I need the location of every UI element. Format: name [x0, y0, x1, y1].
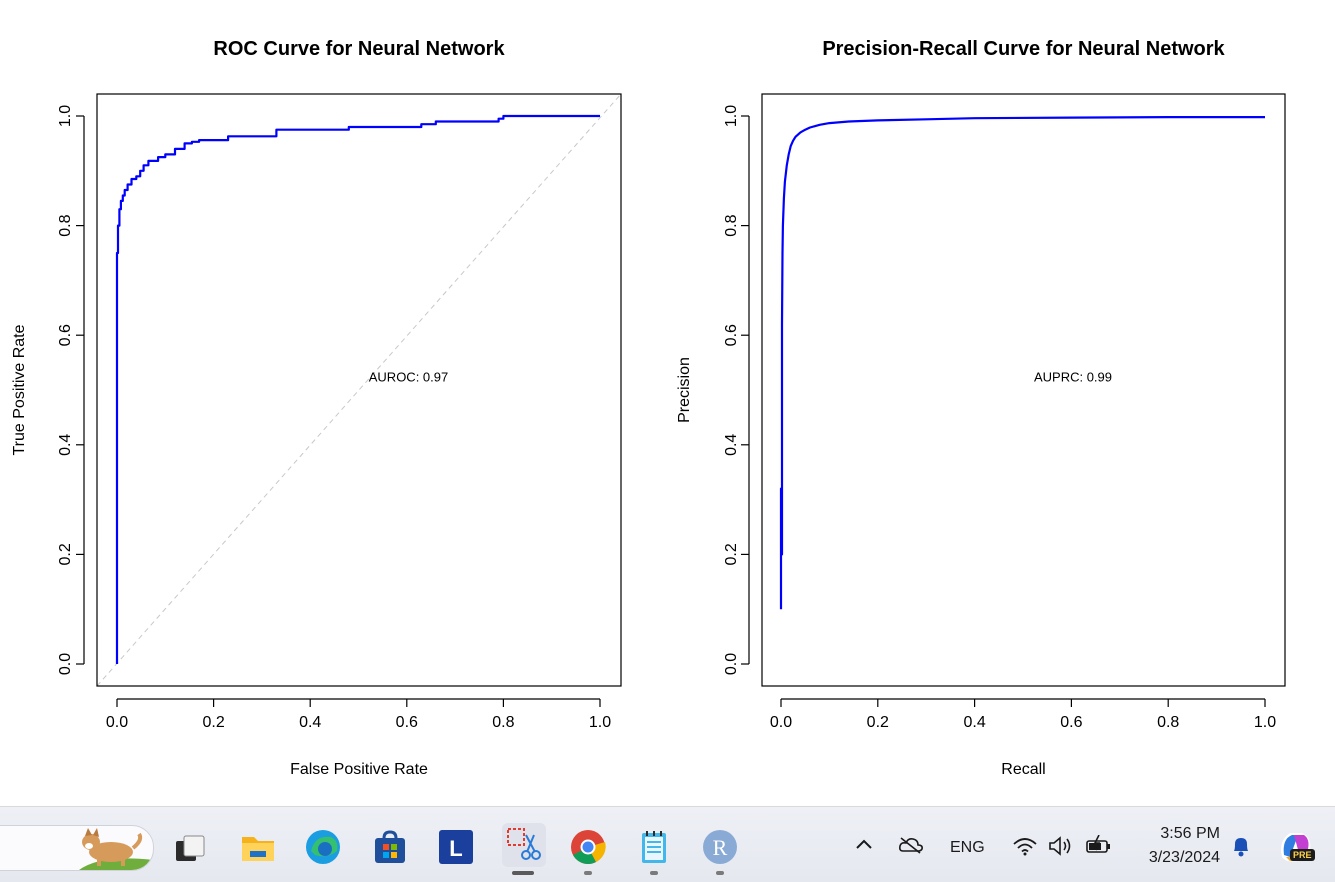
show-hidden-icons-chevron-icon[interactable]	[855, 837, 873, 856]
y-tick-label: 0.8	[723, 214, 740, 236]
language-indicator[interactable]: ENG	[950, 839, 985, 856]
search-box[interactable]	[0, 825, 154, 871]
chart-panel-2: Precision-Recall Curve for Neural Networ…	[676, 38, 1286, 778]
x-tick-label: 0.6	[1060, 714, 1082, 731]
plot-frame	[761, 93, 1286, 687]
copilot-icon[interactable]: PRE	[1276, 827, 1316, 867]
notification-bell-icon[interactable]	[1230, 835, 1252, 862]
notepad-running-indicator	[650, 871, 658, 875]
x-tick-label: 0.0	[770, 714, 792, 731]
x-tick-label: 0.4	[299, 714, 321, 731]
notepad-icon[interactable]	[636, 829, 672, 865]
chart-title: Precision-Recall Curve for Neural Networ…	[822, 38, 1225, 60]
snipping-tool-active-indicator	[512, 871, 534, 875]
microsoft-store-icon[interactable]	[372, 829, 408, 865]
dog-mascot-icon	[79, 828, 153, 870]
r-gui-running-indicator	[716, 871, 724, 875]
chart-panel-1: ROC Curve for Neural Network 0.0 0.2 0.4 0.6…	[11, 38, 622, 778]
y-tick-label: 0.4	[57, 434, 74, 456]
plot-window: ROC Curve for Neural Network 0.0 0.2 0.4 0.6…	[0, 38, 1335, 807]
task-view-icon[interactable]	[174, 833, 206, 865]
edge-icon[interactable]	[305, 829, 341, 865]
l-app-icon[interactable]: L	[438, 829, 474, 865]
y-tick-label: 1.0	[57, 105, 74, 127]
x-axis-label: Recall	[1001, 761, 1045, 778]
metric-annotation: AUROC: 0.97	[369, 369, 448, 384]
x-tick-label: 0.0	[106, 714, 128, 731]
file-explorer-icon[interactable]	[240, 829, 276, 865]
volume-icon[interactable]	[1048, 836, 1074, 861]
chrome-running-indicator	[584, 871, 592, 875]
reference-diagonal	[96, 93, 622, 687]
x-tick-label: 0.6	[396, 714, 418, 731]
x-tick-label: 0.2	[202, 714, 224, 731]
y-tick-label: 0.2	[723, 543, 740, 565]
y-tick-label: 0.8	[57, 214, 74, 236]
y-tick-label: 0.6	[723, 324, 740, 346]
y-axis-label: True Positive Rate	[11, 324, 28, 455]
y-tick-label: 0.0	[57, 653, 74, 675]
svg-text:R: R	[713, 835, 728, 860]
chrome-icon[interactable]	[570, 829, 606, 865]
preview-badge: PRE	[1290, 849, 1315, 861]
taskbar: L R ENG 3:56 PM 3/23/2024 PRE	[0, 807, 1335, 882]
svg-text:L: L	[449, 836, 462, 861]
x-tick-label: 1.0	[1254, 714, 1276, 731]
plot-frame	[96, 93, 622, 687]
chart-canvas: ROC Curve for Neural Network 0.0 0.2 0.4 0.6…	[11, 38, 1286, 778]
clock-date[interactable]: 3/23/2024	[1148, 849, 1220, 866]
y-axis-label: Precision	[676, 357, 693, 423]
clock-time[interactable]: 3:56 PM	[1160, 825, 1220, 842]
y-tick-label: 0.6	[57, 324, 74, 346]
x-tick-label: 0.2	[867, 714, 889, 731]
x-axis-label: False Positive Rate	[290, 761, 428, 778]
snipping-tool-icon[interactable]	[502, 823, 546, 867]
x-tick-label: 1.0	[589, 714, 611, 731]
r-gui-icon[interactable]: R	[702, 829, 738, 865]
y-tick-label: 0.4	[723, 434, 740, 456]
y-tick-label: 1.0	[723, 105, 740, 127]
x-tick-label: 0.8	[1157, 714, 1179, 731]
battery-charging-icon[interactable]	[1085, 834, 1113, 860]
series-line	[779, 116, 1265, 610]
onedrive-offline-icon[interactable]	[898, 835, 924, 860]
metric-annotation: AUPRC: 0.99	[1034, 369, 1112, 384]
y-tick-label: 0.0	[723, 653, 740, 675]
chart-title: ROC Curve for Neural Network	[213, 38, 505, 60]
x-tick-label: 0.8	[492, 714, 514, 731]
x-tick-label: 0.4	[963, 714, 985, 731]
wifi-icon[interactable]	[1012, 836, 1038, 861]
series-line	[115, 114, 600, 664]
y-tick-label: 0.2	[57, 543, 74, 565]
